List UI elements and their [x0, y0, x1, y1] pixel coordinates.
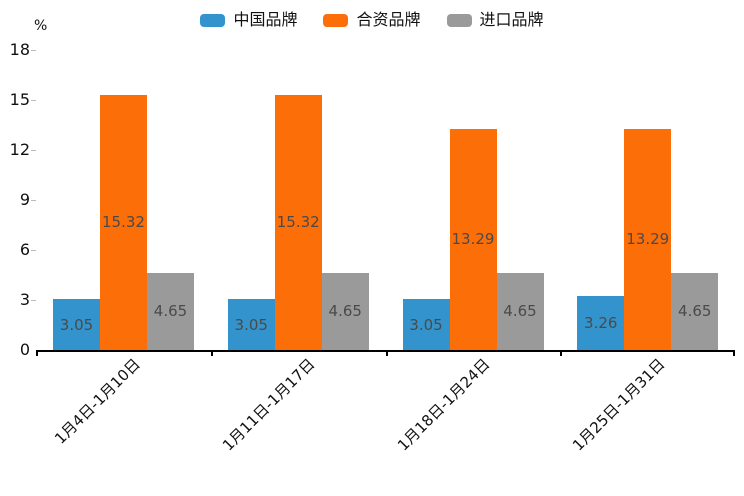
bar-value-label: 4.65: [153, 302, 188, 321]
bar-value-label: 15.32: [102, 213, 145, 232]
y-tick-label: 18: [9, 40, 30, 59]
bar-合资品牌: [624, 128, 672, 350]
legend-item: 合资品牌: [323, 10, 421, 30]
bar-value-label: 13.29: [626, 230, 670, 249]
legend-label: 合资品牌: [356, 10, 421, 29]
bar-合资品牌: [449, 128, 497, 350]
y-tick-label: 6: [19, 240, 30, 259]
x-category-label: 1月4日-1月10日: [51, 355, 145, 448]
bar-中国品牌: [227, 299, 275, 350]
legend-label: 中国品牌: [233, 10, 298, 29]
bar-value-label: 3.05: [59, 315, 94, 334]
legend-item: 进口品牌: [446, 10, 544, 30]
bar-进口品牌: [496, 272, 544, 350]
legend-item: 中国品牌: [200, 10, 297, 30]
bar-value-label: 4.65: [328, 302, 362, 321]
bar-合资品牌: [100, 94, 147, 350]
bar-中国品牌: [53, 299, 100, 350]
y-axis-unit-label: %: [34, 18, 48, 34]
legend-swatch-icon: [200, 13, 226, 27]
bar-进口品牌: [147, 272, 194, 350]
y-tick-label: 9: [19, 190, 30, 209]
y-tick-label: 0: [19, 340, 30, 359]
y-tick-label: 15: [9, 90, 30, 109]
bar-value-label: 4.65: [503, 302, 537, 321]
y-tick-label: 12: [9, 140, 30, 159]
legend-swatch-icon: [323, 13, 349, 27]
y-tick-mark: [31, 100, 36, 101]
bar-value-label: 4.65: [678, 302, 712, 321]
y-tick-label: 3: [19, 290, 30, 309]
x-category-label: 1月11日-1月17日: [219, 355, 319, 455]
bar-value-label: 3.26: [584, 313, 618, 332]
bar-value-label: 15.32: [276, 213, 320, 232]
y-tick-mark: [31, 300, 36, 301]
bar-value-label: 3.05: [409, 315, 443, 334]
x-category-label: 1月25日-1月31日: [568, 355, 669, 455]
chart-legend: 中国品牌 合资品牌 进口品牌: [0, 10, 744, 30]
bar-value-label: 13.29: [451, 230, 495, 249]
bar-中国品牌: [577, 295, 625, 350]
y-tick-mark: [31, 250, 36, 251]
x-tick-mark: [210, 350, 213, 356]
x-tick-mark: [560, 350, 563, 356]
bar-value-label: 3.05: [234, 315, 268, 334]
bar-进口品牌: [321, 272, 369, 350]
x-tick-mark: [733, 350, 735, 356]
bar-合资品牌: [274, 94, 322, 350]
x-category-label: 1月18日-1月24日: [394, 355, 494, 455]
x-tick-mark: [385, 350, 388, 356]
y-tick-mark: [31, 50, 36, 51]
bar-中国品牌: [402, 299, 450, 350]
legend-swatch-icon: [446, 13, 472, 27]
y-tick-mark: [31, 150, 36, 151]
x-tick-mark: [36, 350, 38, 356]
legend-label: 进口品牌: [479, 10, 544, 29]
y-tick-mark: [31, 200, 36, 201]
bar-进口品牌: [671, 272, 719, 350]
